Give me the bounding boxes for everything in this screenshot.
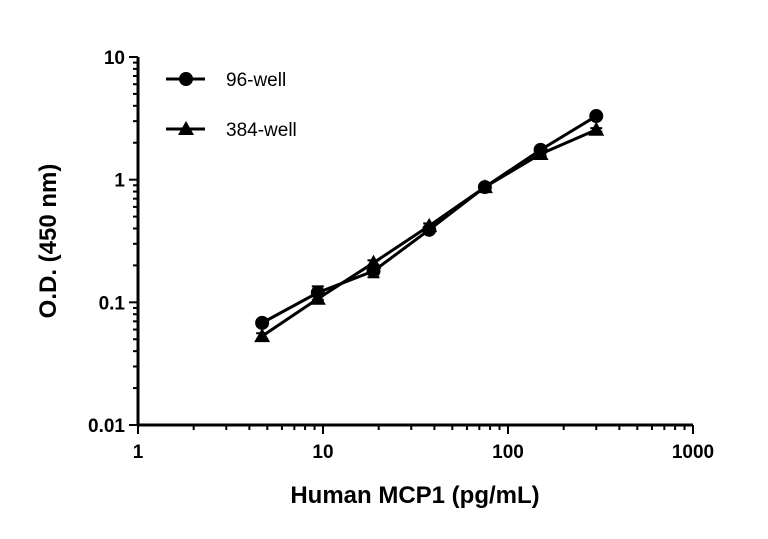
data-point — [309, 290, 326, 305]
legend-label: 384-well — [226, 120, 297, 141]
data-point — [255, 315, 270, 330]
data-marks — [254, 109, 605, 343]
data-point — [421, 217, 438, 232]
legend: 96-well 384-well — [166, 70, 297, 141]
x-axis-label: Human MCP1 (pg/mL) — [290, 482, 539, 509]
legend-marker-circle — [179, 72, 193, 86]
legend-marker-triangle — [178, 121, 194, 135]
data-point — [476, 179, 493, 194]
y-axis-label: O.D. (450 nm) — [35, 164, 62, 319]
data-point — [365, 254, 382, 269]
x-tick-label: 1 — [133, 442, 144, 463]
legend-label: 96-well — [226, 70, 286, 91]
x-tick-label: 10 — [312, 442, 333, 463]
data-point — [254, 328, 271, 343]
y-tick-label: 10 — [104, 48, 125, 69]
x-tick-label: 100 — [492, 442, 524, 463]
series-384-well — [254, 121, 605, 343]
data-point — [532, 145, 549, 160]
x-tick-label: 1000 — [672, 442, 714, 463]
y-tick-label: 0.1 — [99, 293, 126, 314]
data-point — [589, 109, 604, 124]
data-point — [588, 121, 605, 136]
axes: 1 10 100 1000 0.01 0.1 1 10 — [88, 48, 714, 463]
y-tick-label: 1 — [114, 171, 125, 192]
y-tick-label: 0.01 — [88, 416, 125, 437]
